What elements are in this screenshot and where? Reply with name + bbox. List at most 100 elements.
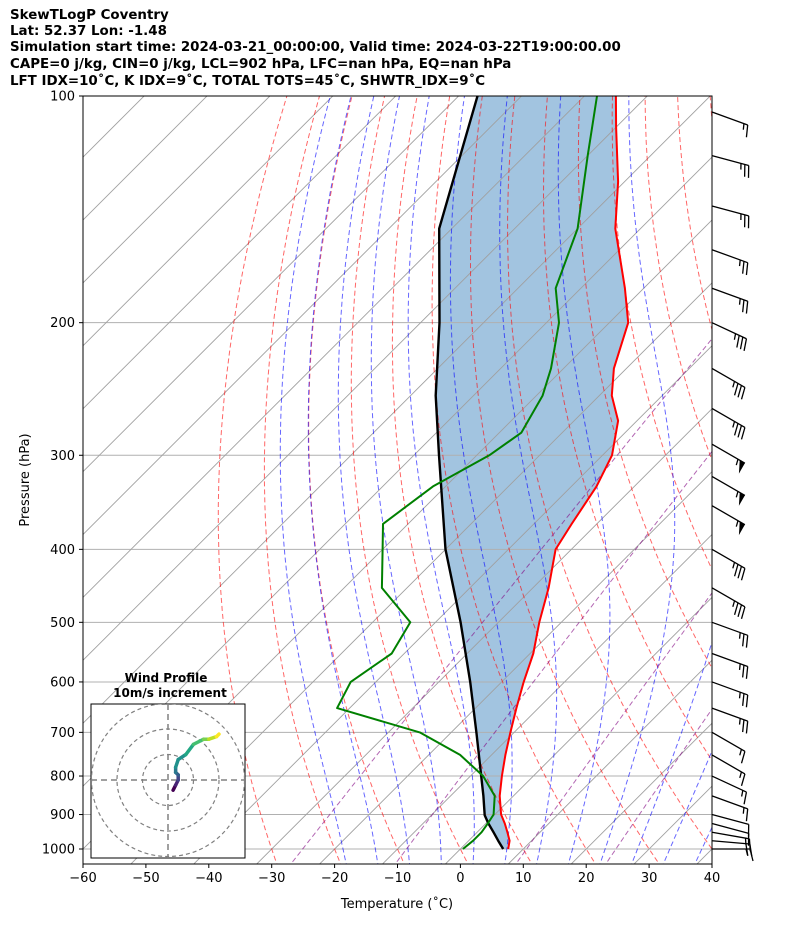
wind-barb-staff: [711, 731, 746, 752]
wind-barb: [711, 249, 749, 276]
hodograph-segment: [184, 742, 196, 757]
x-axis-title: Temperature (˚C): [340, 896, 453, 912]
wind-barb-full: [739, 336, 744, 350]
wind-barb-half: [741, 790, 744, 797]
isotherm-line: [83, 96, 523, 536]
wind-barb-staff: [711, 795, 748, 810]
location-line: Lat: 52.37 Lon: -1.48: [10, 24, 167, 39]
isotherm-line: [696, 848, 712, 864]
wind-barb-full: [740, 751, 746, 764]
wind-barb-staff: [711, 813, 749, 826]
moist-adiabat: [279, 96, 347, 864]
wind-barb: [711, 813, 750, 837]
wind-barb-half: [733, 333, 737, 340]
wind-barb-half: [738, 259, 741, 267]
wind-barb: [711, 367, 746, 400]
moist-adiabat: [599, 96, 676, 864]
mixing-ratio-line: [515, 592, 712, 864]
parcel-profile-line: [434, 96, 505, 850]
wind-barb-half: [742, 123, 745, 130]
wind-barb-full: [745, 635, 749, 648]
wind-barb-full: [743, 338, 748, 352]
wind-barb-staff: [711, 322, 747, 340]
wind-barb-half: [732, 381, 736, 388]
wind-barb-half: [735, 491, 739, 498]
moist-adiabat: [724, 79, 794, 868]
wind-barb-staff: [711, 367, 746, 388]
wind-barb-full: [742, 261, 745, 274]
wind-barb-full: [740, 773, 746, 786]
wind-barb-full: [742, 665, 745, 678]
wind-barb: [711, 587, 746, 619]
moist-adiabat: [694, 826, 712, 864]
dry-adiabat: [644, 96, 712, 462]
wind-barb-full: [737, 604, 743, 617]
isotherm-line: [83, 96, 711, 724]
mixing-ratio-line: [290, 337, 712, 864]
wind-barb: [711, 548, 746, 581]
cape-line: CAPE=0 j/kg, CIN=0 j/kg, LCL=902 hPa, LF…: [10, 57, 512, 72]
wind-barb-full: [740, 568, 746, 581]
isotherm-line: [507, 659, 712, 864]
dry-adiabat: [350, 96, 469, 864]
x-tick-label: 10: [515, 871, 532, 886]
wind-barb-staff: [711, 681, 748, 696]
temperature-line: [498, 96, 630, 850]
wind-barb: [711, 475, 746, 506]
isotherm-line: [570, 722, 712, 864]
wind-barb-half: [732, 562, 736, 569]
wind-barb-half: [735, 459, 739, 466]
hodograph-title: Wind Profile: [125, 671, 208, 685]
wind-barb-staff: [711, 822, 749, 834]
wind-barb-half: [742, 807, 745, 814]
wind-barb: [711, 795, 749, 822]
wind-barb-staff: [711, 840, 750, 845]
x-tick-label: −30: [258, 871, 285, 886]
isotherm-line: [83, 96, 334, 347]
wind-barb-full: [745, 721, 749, 734]
dry-adiabat: [470, 96, 660, 864]
wind-barb-full: [745, 124, 749, 138]
dry-adiabat: [391, 96, 533, 864]
wind-barb: [711, 154, 750, 178]
isotherm-line: [83, 96, 460, 473]
wind-barb-flag: [738, 460, 745, 474]
dry-adiabat: [542, 96, 712, 762]
moist-adiabat: [557, 96, 611, 864]
wind-barb-staff: [711, 652, 748, 668]
wind-barb-half: [732, 421, 736, 428]
wind-barb-half: [735, 520, 739, 527]
dry-adiabat: [611, 96, 712, 571]
wind-barb-full: [748, 838, 751, 852]
dry-adiabat: [773, 79, 794, 868]
wind-barb-full: [740, 387, 746, 400]
dry-adiabat: [217, 96, 288, 864]
wind-barb-staff: [711, 475, 746, 496]
isotherm-line: [83, 96, 648, 661]
isotherm-line: [256, 408, 712, 864]
wind-barb-staff: [711, 205, 749, 217]
wind-barb-staff: [711, 831, 750, 840]
wind-barb-full: [733, 383, 739, 396]
isotherm-line: [756, 79, 794, 868]
wind-barb: [711, 652, 749, 679]
wind-barb-staff: [711, 505, 746, 526]
wind-barb-half: [739, 771, 743, 779]
isotherm-line: [83, 96, 586, 599]
time-line: Simulation start time: 2024-03-21_00:00:…: [10, 40, 621, 55]
wind-barb-staff: [711, 443, 746, 464]
wind-barb-full: [733, 602, 739, 615]
y-tick-label: 600: [50, 675, 75, 690]
x-tick-label: −50: [132, 871, 159, 886]
wind-barb: [711, 111, 749, 138]
wind-barb: [711, 443, 746, 474]
wind-barb-half: [738, 663, 741, 670]
x-tick-label: −10: [384, 871, 411, 886]
wind-barb-staff: [711, 287, 748, 302]
wind-barb-staff: [711, 111, 748, 126]
wind-barb-staff: [711, 407, 746, 429]
isotherm-line: [193, 345, 712, 864]
moist-adiabat: [407, 96, 475, 864]
x-tick-label: 40: [704, 871, 721, 886]
wind-barb-full: [733, 564, 739, 577]
